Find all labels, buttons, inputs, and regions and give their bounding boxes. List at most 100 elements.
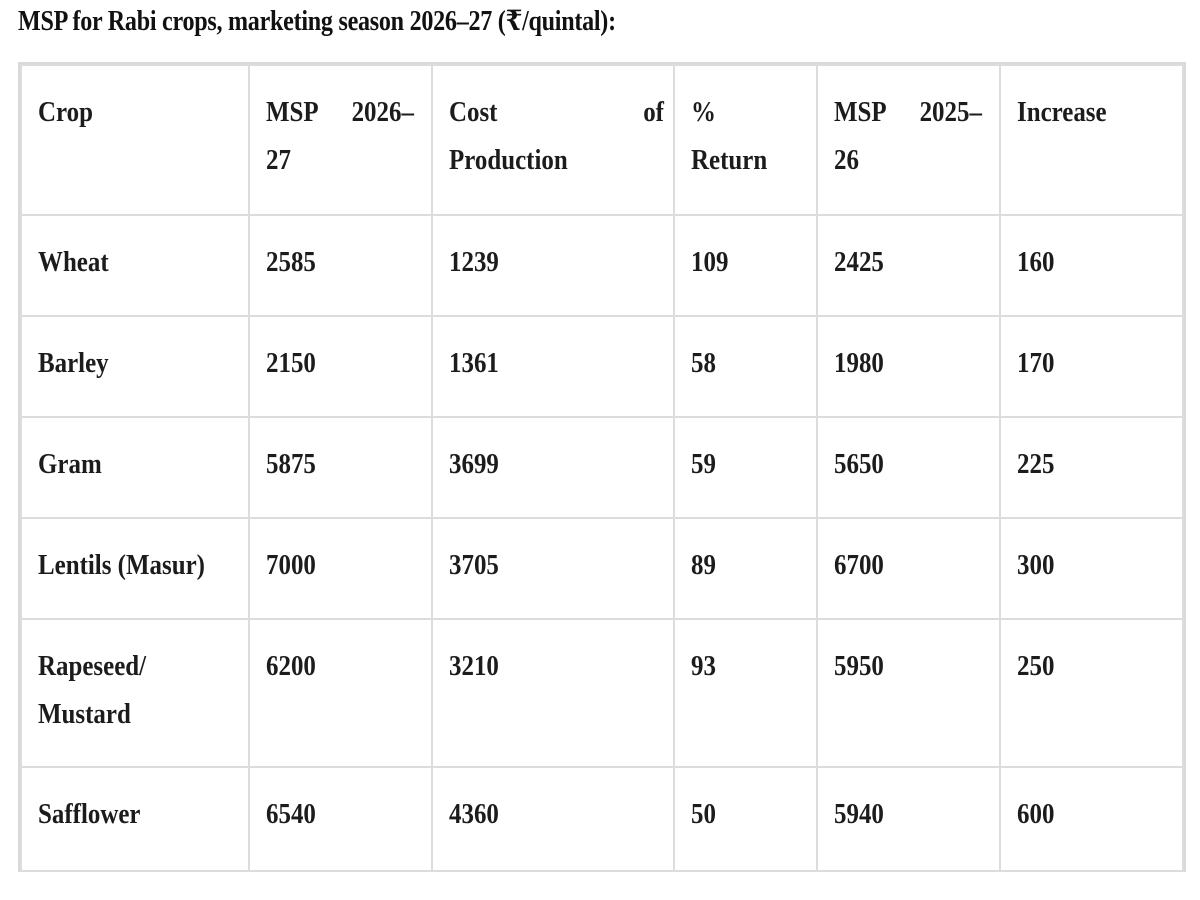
cell-increase: 160: [999, 214, 1184, 317]
crop-name-line2: Mustard: [38, 698, 131, 730]
cost-value: 4360: [449, 798, 499, 830]
header-msp-new-part1: MSP: [266, 96, 319, 128]
cell-crop: Lentils (Masur): [20, 517, 250, 620]
header-cell-increase: Increase: [999, 64, 1184, 216]
increase-value: 600: [1017, 798, 1055, 830]
header-return-part1: %: [691, 96, 716, 128]
cell-return: 59: [673, 416, 818, 519]
cell-cost: 3705: [431, 517, 675, 620]
msp-old-value: 5950: [834, 650, 884, 682]
header-msp-new-part3: 27: [266, 144, 291, 176]
cell-msp-new: 2150: [248, 315, 433, 418]
cell-cost: 4360: [431, 766, 675, 872]
msp-new-value: 7000: [266, 549, 316, 581]
table-row: Barley 2150 1361 58 1980 170: [20, 315, 1184, 418]
cell-msp-new: 5875: [248, 416, 433, 519]
header-cell-crop: Crop: [20, 64, 250, 216]
return-value: 58: [691, 347, 716, 379]
cost-value: 3699: [449, 448, 499, 480]
cell-return: 58: [673, 315, 818, 418]
header-cost-part2: of: [643, 96, 664, 128]
cell-crop: Barley: [20, 315, 250, 418]
msp-new-value: 2585: [266, 246, 316, 278]
table-header-row: Crop MSP 2026– 27 Cost of Product: [20, 64, 1184, 216]
cost-value: 1239: [449, 246, 499, 278]
cell-return: 93: [673, 618, 818, 768]
header-crop-label: Crop: [38, 96, 93, 128]
msp-old-value: 2425: [834, 246, 884, 278]
msp-old-value: 1980: [834, 347, 884, 379]
table-row: Gram 5875 3699 59 5650 225: [20, 416, 1184, 519]
increase-value: 225: [1017, 448, 1055, 480]
cell-return: 89: [673, 517, 818, 620]
cell-return: 50: [673, 766, 818, 872]
header-increase-label: Increase: [1017, 96, 1107, 128]
header-msp-old-label: MSP 2025– 26: [834, 88, 982, 184]
cell-msp-old: 6700: [816, 517, 1001, 620]
increase-value: 300: [1017, 549, 1055, 581]
cell-cost: 1239: [431, 214, 675, 317]
cell-cost: 1361: [431, 315, 675, 418]
cost-value: 3705: [449, 549, 499, 581]
cell-msp-new: 6540: [248, 766, 433, 872]
crop-name: Gram: [38, 448, 102, 480]
header-cost-part3: Production: [449, 144, 568, 176]
cell-return: 109: [673, 214, 818, 317]
cost-value: 1361: [449, 347, 499, 379]
msp-old-value: 5650: [834, 448, 884, 480]
cell-msp-new: 7000: [248, 517, 433, 620]
increase-value: 170: [1017, 347, 1055, 379]
table-row: Lentils (Masur) 7000 3705 89 6700 300: [20, 517, 1184, 620]
cost-value: 3210: [449, 650, 499, 682]
increase-value: 250: [1017, 650, 1055, 682]
return-value: 89: [691, 549, 716, 581]
cell-msp-old: 5650: [816, 416, 1001, 519]
increase-value: 160: [1017, 246, 1055, 278]
header-cell-msp-2026-27: MSP 2026– 27: [248, 64, 433, 216]
crop-name: Safflower: [38, 798, 141, 830]
header-cost-part1: Cost: [449, 96, 498, 128]
cell-crop: Rapeseed/ Mustard: [20, 618, 250, 768]
header-msp-new-label: MSP 2026– 27: [266, 88, 414, 184]
table-row: Wheat 2585 1239 109 2425 160: [20, 214, 1184, 317]
table-row: Safflower 6540 4360 50 5940 600: [20, 766, 1184, 872]
header-cell-return: % Return: [673, 64, 818, 216]
header-msp-old-part2: 2025–: [919, 96, 982, 128]
cell-cost: 3699: [431, 416, 675, 519]
header-msp-new-part2: 2026–: [351, 96, 414, 128]
cell-msp-old: 5950: [816, 618, 1001, 768]
msp-new-value: 5875: [266, 448, 316, 480]
header-return-label: % Return: [691, 88, 767, 184]
header-msp-old-part1: MSP: [834, 96, 887, 128]
msp-table-container: Crop MSP 2026– 27 Cost of Product: [18, 62, 1186, 872]
cell-msp-old: 5940: [816, 766, 1001, 872]
return-value: 93: [691, 650, 716, 682]
table-row: Rapeseed/ Mustard 6200 3210 93 5950 250: [20, 618, 1184, 768]
return-value: 109: [691, 246, 729, 278]
cell-msp-old: 1980: [816, 315, 1001, 418]
msp-old-value: 6700: [834, 549, 884, 581]
cell-increase: 170: [999, 315, 1184, 418]
cell-msp-old: 2425: [816, 214, 1001, 317]
header-cost-label: Cost of Production: [449, 88, 664, 184]
cell-crop: Safflower: [20, 766, 250, 872]
return-value: 50: [691, 798, 716, 830]
msp-new-value: 2150: [266, 347, 316, 379]
cell-msp-new: 2585: [248, 214, 433, 317]
cell-increase: 250: [999, 618, 1184, 768]
header-msp-old-part3: 26: [834, 144, 859, 176]
cell-crop: Wheat: [20, 214, 250, 317]
cell-increase: 300: [999, 517, 1184, 620]
msp-old-value: 5940: [834, 798, 884, 830]
msp-table: Crop MSP 2026– 27 Cost of Product: [20, 64, 1184, 872]
msp-new-value: 6200: [266, 650, 316, 682]
crop-name: Rapeseed/ Mustard: [38, 642, 146, 738]
cell-increase: 600: [999, 766, 1184, 872]
cell-msp-new: 6200: [248, 618, 433, 768]
crop-name: Wheat: [38, 246, 109, 278]
crop-name-line1: Rapeseed/: [38, 650, 147, 682]
header-cell-msp-2025-26: MSP 2025– 26: [816, 64, 1001, 216]
cell-increase: 225: [999, 416, 1184, 519]
cell-crop: Gram: [20, 416, 250, 519]
header-cell-cost-of-production: Cost of Production: [431, 64, 675, 216]
